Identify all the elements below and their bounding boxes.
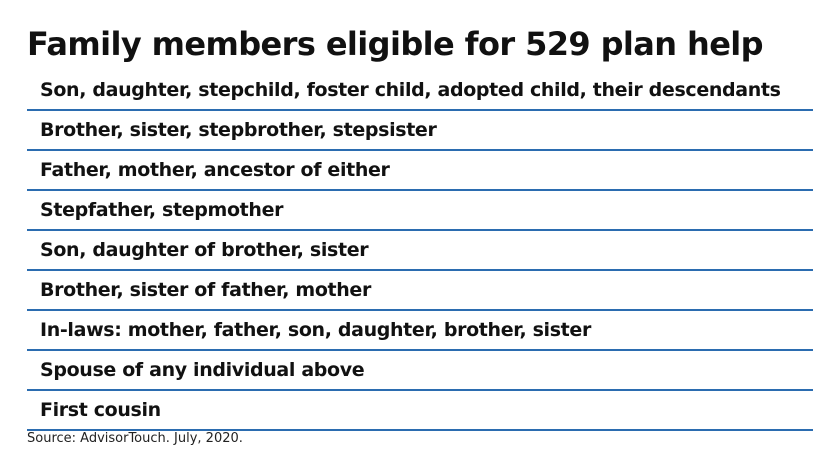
eligible-members-list: Son, daughter, stepchild, foster child, …	[27, 71, 813, 431]
list-item: Brother, sister, stepbrother, stepsister	[27, 111, 813, 151]
list-item-text: Son, daughter of brother, sister	[40, 239, 369, 261]
list-item: In-laws: mother, father, son, daughter, …	[27, 311, 813, 351]
list-item: Spouse of any individual above	[27, 351, 813, 391]
list-item-text: Brother, sister, stepbrother, stepsister	[40, 119, 437, 141]
list-item-text: Brother, sister of father, mother	[40, 279, 371, 301]
list-item-text: Stepfather, stepmother	[40, 199, 284, 221]
list-item: Son, daughter, stepchild, foster child, …	[27, 71, 813, 111]
list-item-text: Son, daughter, stepchild, foster child, …	[40, 79, 781, 101]
list-item: First cousin	[27, 391, 813, 431]
list-item-text: First cousin	[40, 399, 161, 421]
list-item-text: Father, mother, ancestor of either	[40, 159, 390, 181]
page-title: Family members eligible for 529 plan hel…	[27, 25, 764, 63]
list-item: Brother, sister of father, mother	[27, 271, 813, 311]
source-note: Source: AdvisorTouch. July, 2020.	[27, 431, 243, 446]
list-item: Stepfather, stepmother	[27, 191, 813, 231]
list-item-text: Spouse of any individual above	[40, 359, 365, 381]
list-item: Son, daughter of brother, sister	[27, 231, 813, 271]
list-item: Father, mother, ancestor of either	[27, 151, 813, 191]
list-item-text: In-laws: mother, father, son, daughter, …	[40, 319, 591, 341]
